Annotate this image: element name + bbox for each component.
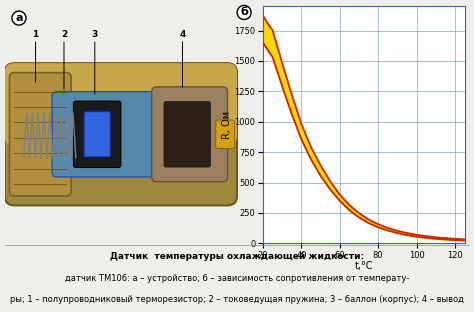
X-axis label: t,°C: t,°C bbox=[355, 261, 373, 271]
FancyBboxPatch shape bbox=[5, 63, 237, 205]
Text: 2: 2 bbox=[61, 30, 67, 89]
Text: ры; 1 – полупроводниковый терморезистор; 2 – токоведущая пружина; 3 – баллон (ко: ры; 1 – полупроводниковый терморезистор;… bbox=[10, 295, 464, 304]
FancyBboxPatch shape bbox=[84, 112, 110, 157]
FancyBboxPatch shape bbox=[5, 63, 237, 146]
FancyBboxPatch shape bbox=[216, 120, 235, 149]
Text: 4: 4 bbox=[179, 30, 186, 87]
FancyBboxPatch shape bbox=[9, 73, 71, 196]
FancyBboxPatch shape bbox=[52, 92, 161, 177]
Text: Датчик  температуры охлаждающей жидкости:: Датчик температуры охлаждающей жидкости: bbox=[110, 252, 364, 261]
Text: 3: 3 bbox=[91, 30, 98, 94]
Text: датчик ТМ106: а – устройство; б – зависимость сопротивления от температу-: датчик ТМ106: а – устройство; б – зависи… bbox=[65, 274, 409, 283]
Text: 1: 1 bbox=[32, 30, 39, 82]
Y-axis label: R, Ом: R, Ом bbox=[221, 111, 231, 139]
FancyBboxPatch shape bbox=[73, 101, 121, 168]
FancyBboxPatch shape bbox=[164, 101, 211, 168]
Text: а: а bbox=[15, 13, 23, 23]
Text: б: б bbox=[240, 7, 248, 17]
FancyBboxPatch shape bbox=[152, 87, 228, 182]
